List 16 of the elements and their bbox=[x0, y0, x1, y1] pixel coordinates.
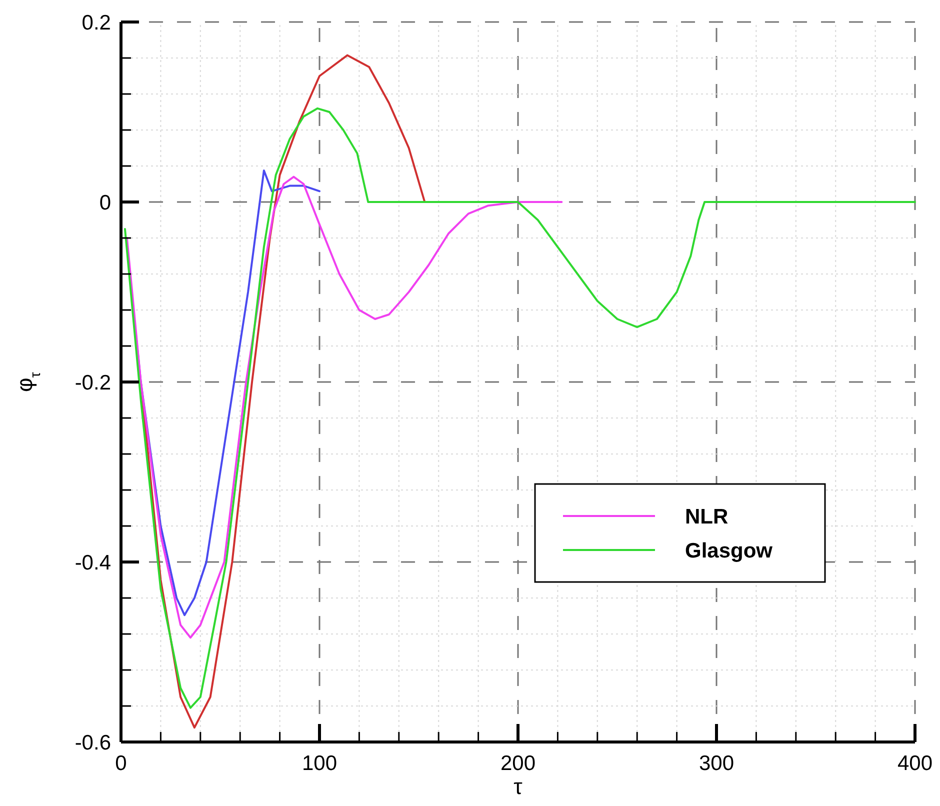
x-axis-title: τ bbox=[514, 774, 523, 799]
line-series bbox=[126, 176, 563, 639]
y-tick-label: -0.4 bbox=[74, 551, 112, 574]
line-series bbox=[140, 54, 426, 729]
y-tick-label: 0.2 bbox=[82, 11, 111, 34]
x-tick-label: 300 bbox=[698, 752, 734, 775]
y-tick-label: -0.6 bbox=[74, 731, 111, 754]
x-tick-label: 400 bbox=[897, 752, 933, 775]
x-tick-label: 0 bbox=[115, 752, 127, 775]
legend-label: Glasgow bbox=[685, 539, 774, 562]
x-tick-label: 200 bbox=[500, 752, 536, 775]
y-tick-label: 0 bbox=[99, 191, 111, 214]
y-tick-label: -0.2 bbox=[74, 371, 111, 394]
x-tick-label: 100 bbox=[302, 752, 338, 775]
legend-label: NLR bbox=[685, 505, 728, 528]
line-series bbox=[124, 107, 916, 709]
